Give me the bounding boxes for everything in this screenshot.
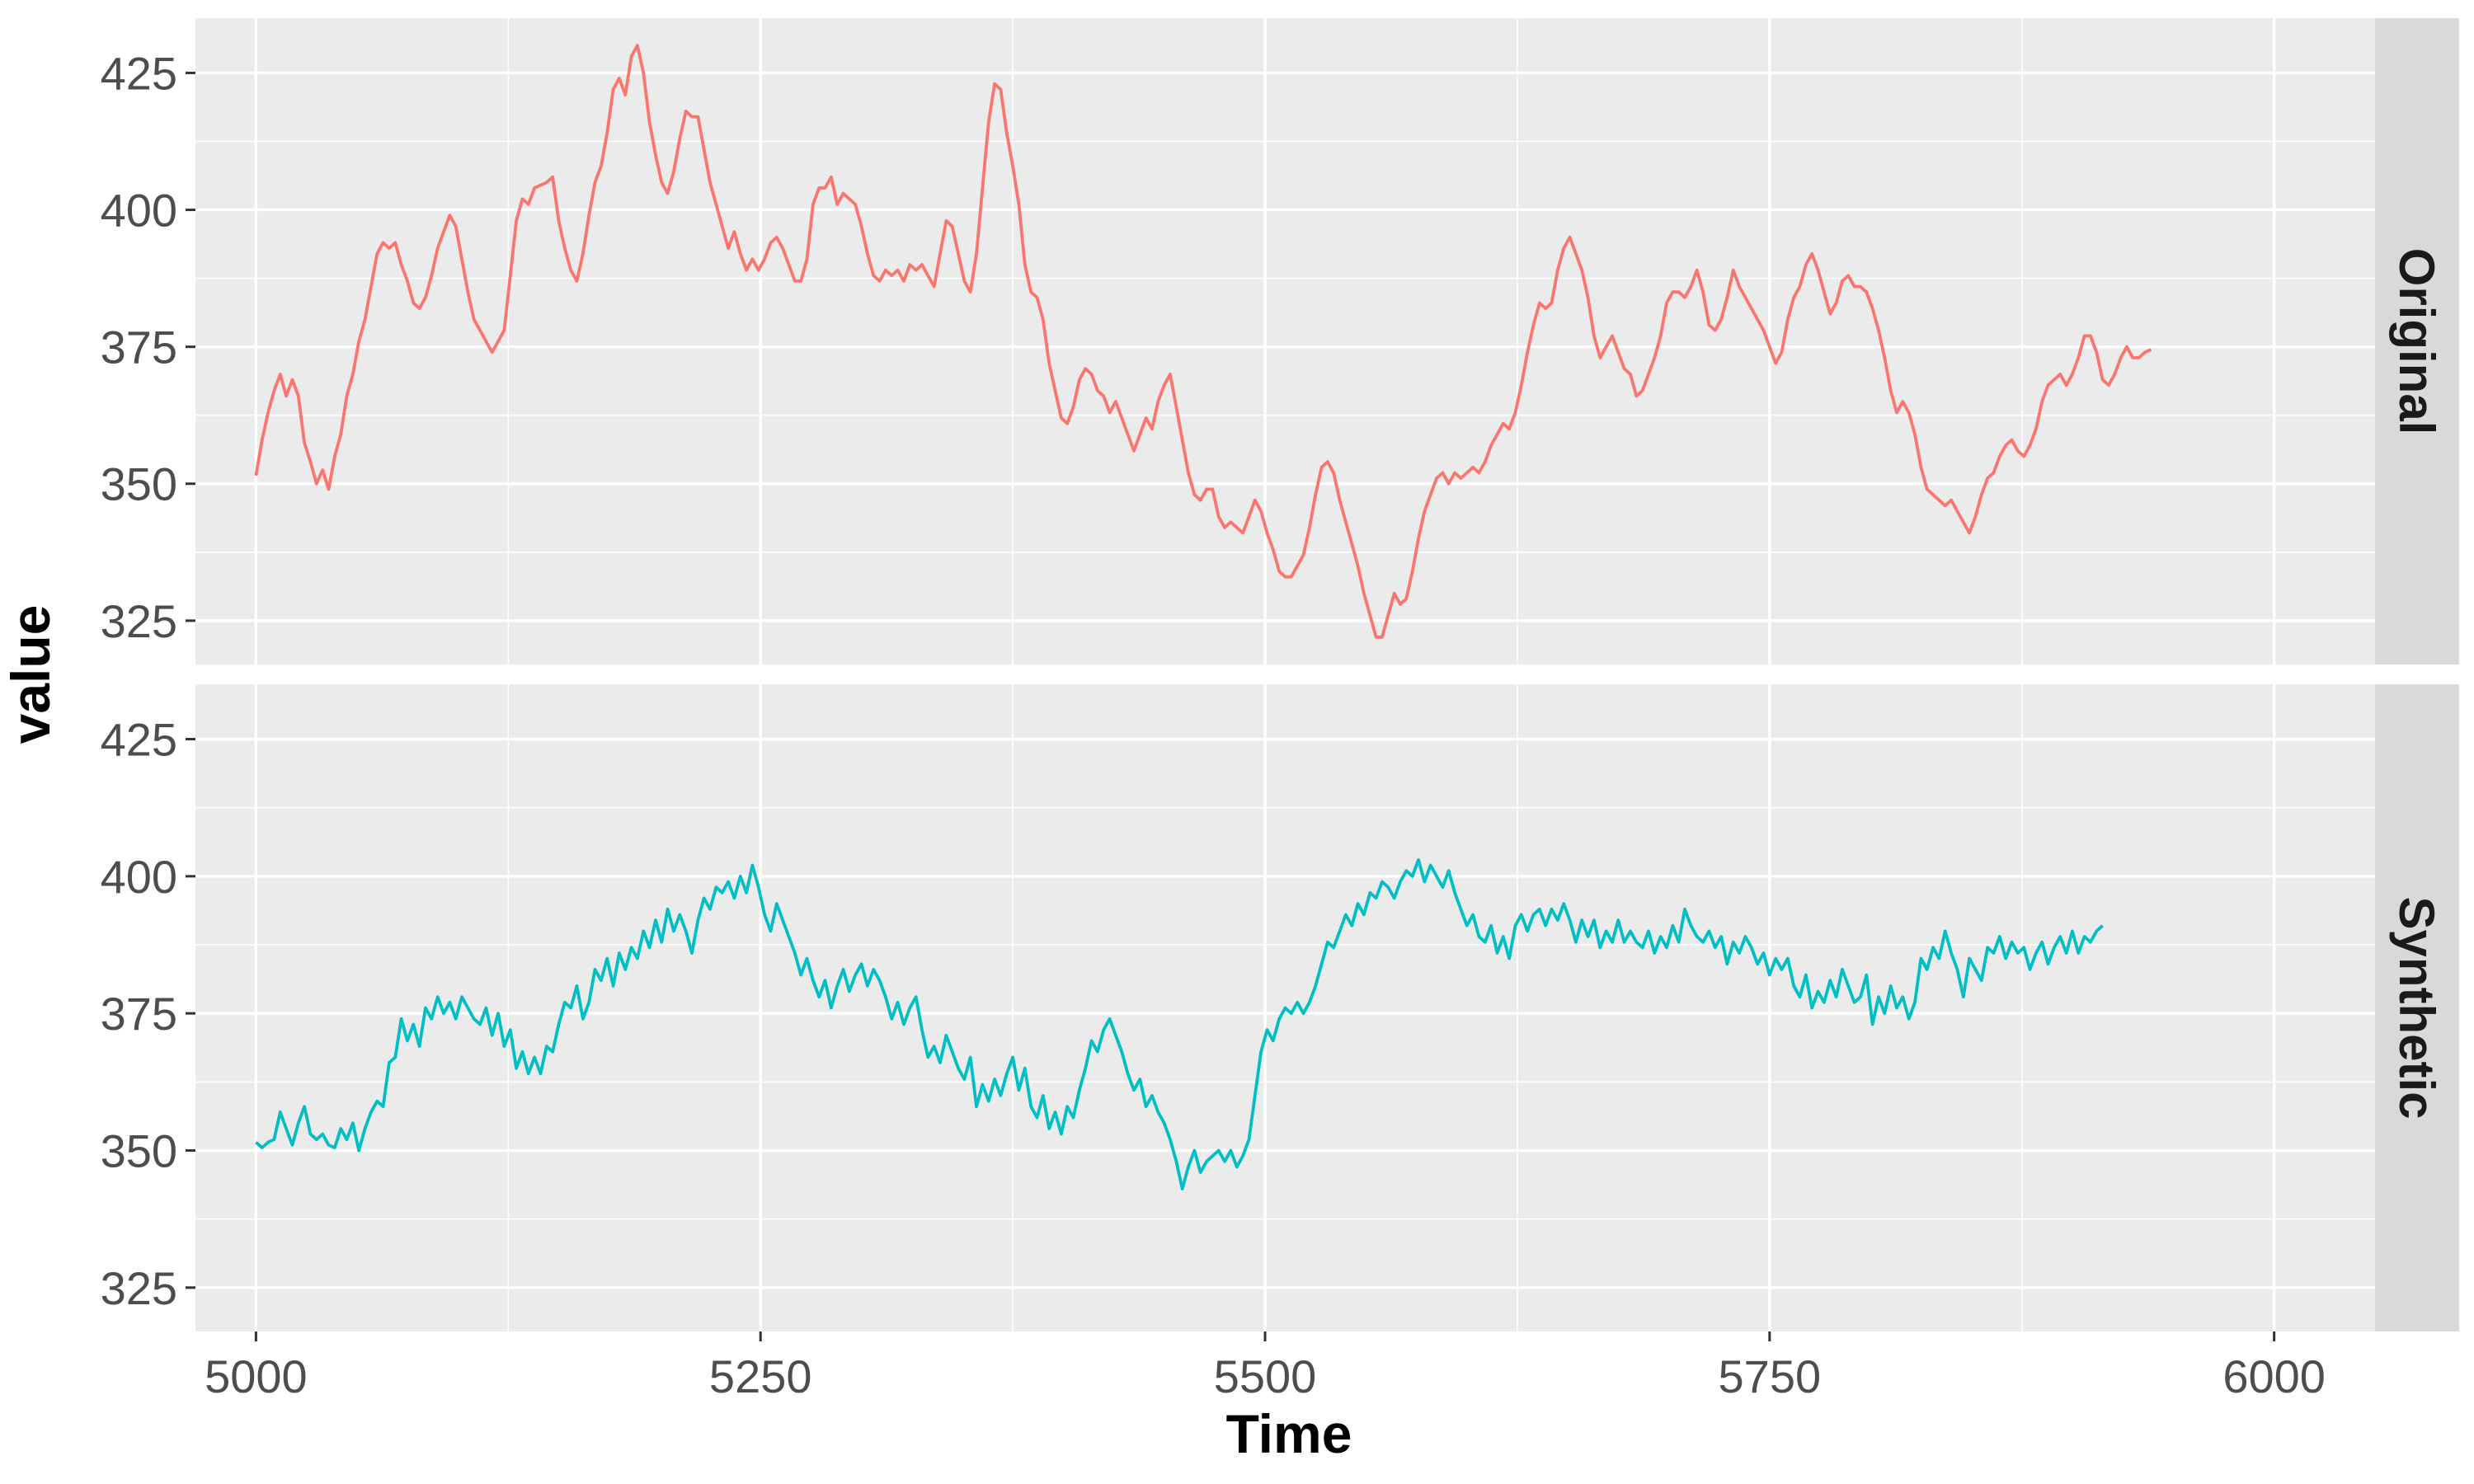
y-axis-title: value xyxy=(0,605,61,744)
y-tick-label: 325 xyxy=(101,1262,177,1314)
y-tick-label: 350 xyxy=(101,1125,177,1176)
y-tick-label: 425 xyxy=(101,714,177,766)
y-tick-label: 350 xyxy=(101,458,177,510)
y-tick-label: 325 xyxy=(101,595,177,647)
facet-panels: 325 350 375 400 425 Original 325 350 375 400 425 Sy… xyxy=(101,18,2459,1331)
strip-background xyxy=(2375,684,2459,1331)
y-tick-label: 400 xyxy=(101,851,177,903)
series-line-synthetic xyxy=(255,858,2104,1190)
series-line-original xyxy=(254,44,2152,639)
x-tick-label: 6000 xyxy=(2222,1350,2326,1402)
strip-label-original: Original xyxy=(2389,248,2444,435)
strip-background xyxy=(2375,18,2459,665)
x-axis-title: Time xyxy=(1226,1403,1352,1464)
strip-label-synthetic: Synthetic xyxy=(2389,896,2444,1119)
y-tick-label: 375 xyxy=(101,988,177,1040)
y-tick-label: 425 xyxy=(101,47,177,99)
y-tick-label: 375 xyxy=(101,322,177,373)
y-tick-label: 400 xyxy=(101,185,177,237)
x-tick-label: 5500 xyxy=(1214,1350,1317,1402)
x-tick-label: 5250 xyxy=(709,1350,812,1402)
x-tick-label: 5750 xyxy=(1719,1350,1822,1402)
x-axis-ticks: 5000 5250 5500 5750 6000 xyxy=(205,1331,2326,1402)
facet-panel-original: 325 350 375 400 425 Original xyxy=(101,18,2459,665)
facet-panel-synthetic: 325 350 375 400 425 Synthetic xyxy=(101,684,2459,1331)
x-tick-label: 5000 xyxy=(205,1350,308,1402)
panel-background xyxy=(195,18,2375,665)
